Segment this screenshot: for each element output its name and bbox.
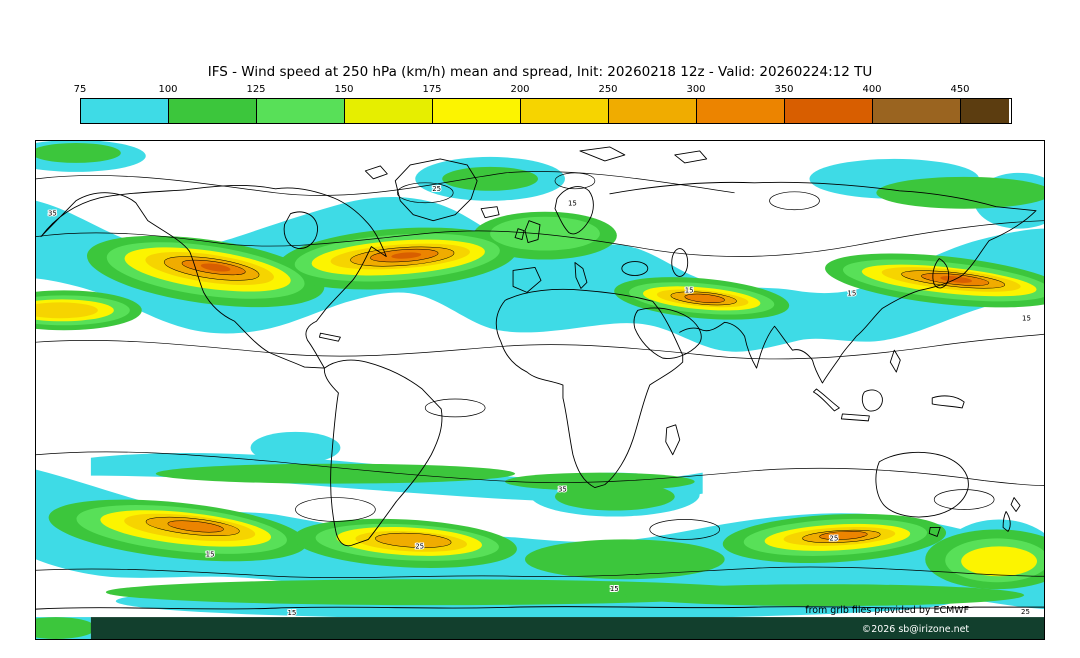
- colorbar-segment: [81, 99, 169, 123]
- coast-britain: [524, 220, 541, 244]
- attribution-copyright: ©2026 sb@irizone.net: [862, 624, 970, 635]
- coast-africa: [495, 288, 684, 489]
- coast-philippines: [889, 349, 901, 373]
- colorbar-ticks: 75 100 125 150 175 200 250 300 350 400 4…: [74, 84, 1012, 98]
- coast-ireland: [514, 228, 525, 241]
- dark-orange-layer: [200, 252, 973, 283]
- spread-contour-label: 15: [568, 200, 577, 208]
- attribution-band: [90, 617, 1044, 639]
- colorbar-segment: [873, 99, 961, 123]
- wind-speed-fill-layer: [36, 141, 1044, 639]
- coast-caspian-sea: [671, 248, 689, 277]
- coast-baffin: [364, 165, 388, 180]
- coast-japan: [932, 258, 950, 289]
- spread-contour-label: 15: [610, 585, 619, 593]
- coast-arabia: [633, 307, 702, 359]
- coast-scandinavia: [554, 186, 594, 235]
- coast-antarctica: [36, 606, 1044, 610]
- coast-iberia: [512, 267, 542, 293]
- coast-new-guinea: [931, 395, 965, 409]
- coast-italy: [574, 262, 588, 289]
- colorbar-segment: [785, 99, 873, 123]
- coast-new-zealand-south: [1002, 511, 1011, 532]
- coast-borneo: [861, 389, 883, 412]
- colorbar-segment: [169, 99, 257, 123]
- colorbar: 75 100 125 150 175 200 250 300 350 400 4…: [74, 84, 1012, 124]
- coast-black-sea: [621, 261, 649, 276]
- coast-sumatra: [813, 388, 840, 412]
- chart-title: IFS - Wind speed at 250 hPa (km/h) mean …: [207, 64, 873, 80]
- colorbar-segment: [609, 99, 697, 123]
- attribution-ecmwf: from grib files provided by ECMWF: [805, 605, 969, 616]
- colorbar-tick: 100: [158, 84, 178, 95]
- coast-australia: [875, 451, 969, 518]
- colorbar-tick: 400: [862, 84, 882, 95]
- colorbar-tick: 250: [598, 84, 618, 95]
- colorbar-tick: 150: [334, 84, 354, 95]
- spread-contour-label: 15: [206, 550, 215, 558]
- colorbar-tick: 200: [510, 84, 530, 95]
- map-svg: 35 25 15 15 15 15 35 25 25 15 15 15 25 f…: [36, 141, 1044, 639]
- coast-madagascar: [665, 424, 681, 456]
- coast-java: [840, 413, 870, 422]
- colorbar-segment: [961, 99, 1009, 123]
- spread-contour-label: 25: [829, 534, 838, 542]
- coast-new-zealand-north: [1010, 497, 1021, 512]
- spread-contour-label: 15: [1022, 314, 1031, 322]
- colorbar-segment: [257, 99, 345, 123]
- colorbar-tick: 450: [950, 84, 970, 95]
- colorbar-tick: 350: [774, 84, 794, 95]
- coast-tasmania: [928, 526, 941, 537]
- colorbar-tick: 175: [422, 84, 442, 95]
- spread-contour-label: 25: [415, 542, 424, 550]
- colorbar-segment: [433, 99, 521, 123]
- colorbar-tick: 75: [73, 84, 87, 95]
- coast-hudson-bay: [283, 211, 318, 250]
- colorbar-segment: [521, 99, 609, 123]
- spread-contour-label: 35: [558, 486, 567, 494]
- colorbar-segment: [345, 99, 433, 123]
- coast-cuba: [318, 332, 341, 342]
- spread-contour-label: 35: [48, 210, 57, 218]
- world-wind-map: 35 25 15 15 15 15 35 25 25 15 15 15 25 f…: [35, 140, 1045, 640]
- colorbar-tick: 125: [246, 84, 266, 95]
- coast-asia: [609, 181, 1037, 384]
- spread-contour-label: 15: [685, 286, 694, 294]
- spread-contour-layer: [36, 171, 1044, 579]
- spread-contour-label: 25: [432, 185, 441, 193]
- spread-contour-label: 15: [288, 609, 297, 617]
- coast-iceland: [480, 206, 500, 219]
- colorbar-tick: 300: [686, 84, 706, 95]
- coast-south-america: [323, 359, 443, 547]
- spread-contour-label: 25: [1021, 608, 1030, 616]
- coast-north-america: [40, 184, 387, 369]
- coast-svalbard: [579, 146, 626, 162]
- coast-arctic-island: [674, 150, 708, 164]
- spread-contour-labels: 35 25 15 15 15 15 35 25 25 15 15 15 25: [47, 184, 1032, 618]
- coast-greenland: [394, 158, 478, 222]
- colorbar-segment: [697, 99, 785, 123]
- coastlines-layer: [36, 146, 1044, 610]
- spread-contour-label: 15: [847, 289, 856, 297]
- colorbar-bar: [80, 98, 1012, 124]
